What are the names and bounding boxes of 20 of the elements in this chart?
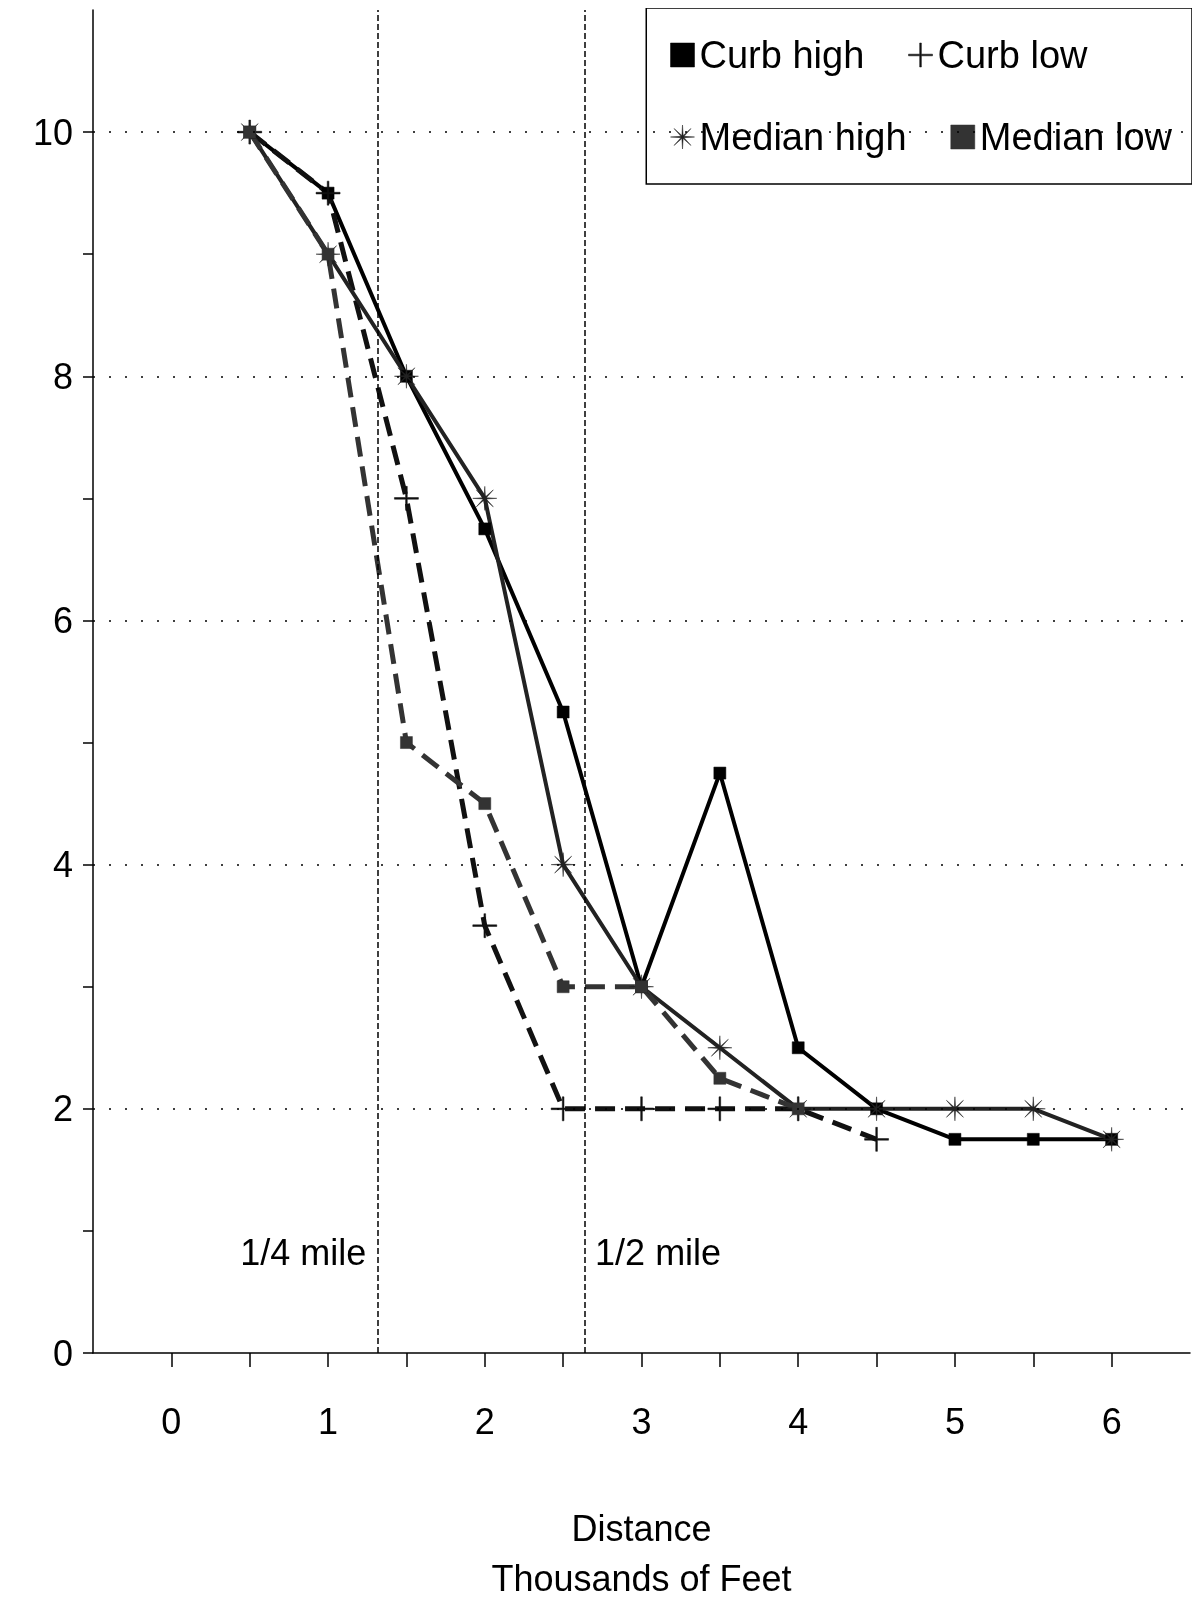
ref-line-label: 1/2 mile bbox=[595, 1231, 722, 1273]
y-tick-label: 2 bbox=[52, 1088, 73, 1130]
y-tick-label: 6 bbox=[52, 599, 73, 641]
x-tick-label: 6 bbox=[1101, 1400, 1122, 1442]
y-tick-label: 4 bbox=[52, 844, 73, 886]
legend-label: Curb low bbox=[937, 34, 1089, 76]
y-tick-label: 0 bbox=[52, 1332, 73, 1374]
legend-label: Median high bbox=[699, 116, 907, 158]
y-tick-label: 10 bbox=[32, 111, 73, 153]
x-tick-label: 0 bbox=[161, 1400, 182, 1442]
y-tick-label: 8 bbox=[52, 355, 73, 397]
ref-line-label: 1/4 mile bbox=[240, 1231, 367, 1273]
legend-label: Curb high bbox=[699, 34, 865, 76]
x-axis-title: Distance Thousands of Feet bbox=[491, 1507, 792, 1599]
legend-label: Median low bbox=[979, 116, 1173, 158]
x-tick-label: 2 bbox=[474, 1400, 495, 1442]
x-tick-label: 4 bbox=[788, 1400, 809, 1442]
x-tick-label: 3 bbox=[631, 1400, 652, 1442]
x-tick-label: 1 bbox=[318, 1400, 339, 1442]
x-tick-label: 5 bbox=[944, 1400, 965, 1442]
